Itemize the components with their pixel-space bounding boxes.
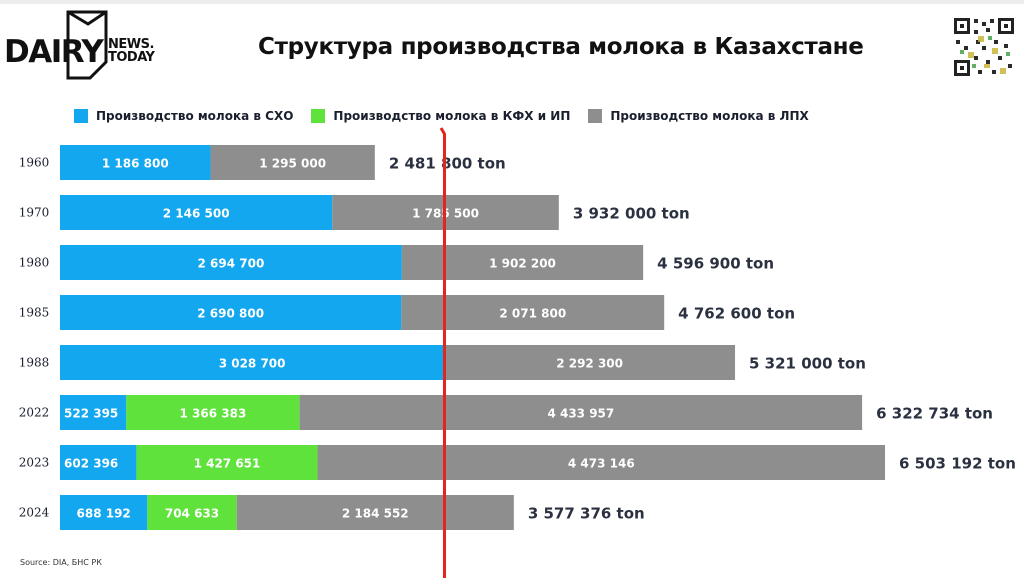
logo-flag-icon <box>66 10 108 80</box>
page-title: Структура производства молока в Казахста… <box>258 34 864 60</box>
bar-segment-1980-s2 <box>401 245 644 280</box>
y-tick-label-1970: 1970 <box>19 206 50 220</box>
total-label-1985: 4 762 600 ton <box>678 305 795 323</box>
data-label-1985-s0: 2 690 800 <box>197 307 264 321</box>
bar-segment-2024-s2 <box>236 495 514 530</box>
data-label-1988-s0: 3 028 700 <box>219 357 286 371</box>
data-label-2022-s2: 4 433 957 <box>547 407 614 421</box>
bar-segment-1970-s0 <box>60 195 333 230</box>
data-label-1985-s2: 2 071 800 <box>499 307 566 321</box>
dairy-news-logo[interactable]: DAIRY NEWS. TODAY <box>4 10 174 80</box>
y-tick-label-1980: 1980 <box>19 256 50 270</box>
total-label-2023: 6 503 192 ton <box>899 455 1016 473</box>
logo-sub-today: TODAY <box>108 50 155 65</box>
qr-code-icon[interactable] <box>952 16 1016 78</box>
data-label-2022-s1: 1 366 383 <box>180 407 247 421</box>
total-label-1980: 4 596 900 ton <box>657 255 774 273</box>
data-label-2024-s1: 704 633 <box>165 507 219 521</box>
bar-segment-2024-s0 <box>60 495 148 530</box>
bar-segment-2023-s2 <box>317 445 886 480</box>
total-label-1970: 3 932 000 ton <box>573 205 690 223</box>
bar-segment-1988-s2 <box>444 345 736 380</box>
y-tick-label-1960: 1960 <box>19 156 50 170</box>
y-tick-label-2022: 2022 <box>19 406 50 420</box>
legend-swatch-blue <box>74 109 88 123</box>
data-label-1988-s2: 2 292 300 <box>556 357 623 371</box>
y-tick-label-2024: 2024 <box>19 506 50 520</box>
legend-label-sho: Производство молока в СХО <box>96 109 294 123</box>
legend-label-kfh: Производство молока в КФХ и ИП <box>333 109 571 123</box>
data-label-1960-s2: 1 295 000 <box>259 157 326 171</box>
y-tick-label-1985: 1985 <box>19 306 50 320</box>
data-label-2024-s2: 2 184 552 <box>342 507 409 521</box>
data-label-2022-s0: 522 395 <box>64 407 118 421</box>
data-label-1980-s0: 2 694 700 <box>198 257 265 271</box>
legend-item-lph: Производство молока в ЛПХ <box>588 109 809 123</box>
bar-segment-2022-s0 <box>60 395 127 430</box>
y-tick-label-1988: 1988 <box>19 356 50 370</box>
total-label-1988: 5 321 000 ton <box>749 355 866 373</box>
total-label-1960: 2 481 800 ton <box>389 155 506 173</box>
data-label-1970-s0: 2 146 500 <box>163 207 230 221</box>
bar-segment-1960-s2 <box>210 145 375 180</box>
top-border <box>0 0 1024 4</box>
legend-swatch-gray <box>588 109 603 123</box>
source-note: Source: DIA, БНС РК <box>20 558 102 567</box>
data-label-2023-s0: 602 396 <box>64 457 118 471</box>
total-label-2022: 6 322 734 ton <box>876 405 993 423</box>
red-marker-line <box>439 127 446 578</box>
data-label-1960-s0: 1 186 800 <box>102 157 169 171</box>
data-label-2024-s0: 688 192 <box>77 507 131 521</box>
data-label-2023-s1: 1 427 651 <box>194 457 261 471</box>
y-tick-label-2023: 2023 <box>19 456 50 470</box>
legend-item-sho: Производство молока в СХО <box>74 109 293 123</box>
logo-brand: DAIRY <box>4 34 104 70</box>
legend-item-kfh: Производство молока в КФХ и ИП <box>311 109 570 123</box>
chart-legend: Производство молока в СХО Производство м… <box>74 108 809 124</box>
bar-segment-2022-s2 <box>299 395 863 430</box>
bar-segment-2023-s0 <box>60 445 137 480</box>
bar-segment-1988-s0 <box>60 345 445 380</box>
bar-segment-1960-s0 <box>60 145 211 180</box>
legend-swatch-green <box>311 109 326 123</box>
bar-segment-2023-s1 <box>136 445 318 480</box>
bar-segment-2022-s1 <box>126 395 300 430</box>
bar-segment-1985-s0 <box>60 295 402 330</box>
data-label-2023-s2: 4 473 146 <box>568 457 635 471</box>
logo-sub: NEWS. TODAY <box>108 37 155 65</box>
legend-label-lph: Производство молока в ЛПХ <box>610 109 809 123</box>
bar-segment-1980-s0 <box>60 245 402 280</box>
bar-segment-2024-s1 <box>147 495 237 530</box>
data-label-1980-s2: 1 902 200 <box>489 257 556 271</box>
logo-sub-news: NEWS. <box>108 37 154 52</box>
total-label-2024: 3 577 376 ton <box>528 505 645 523</box>
